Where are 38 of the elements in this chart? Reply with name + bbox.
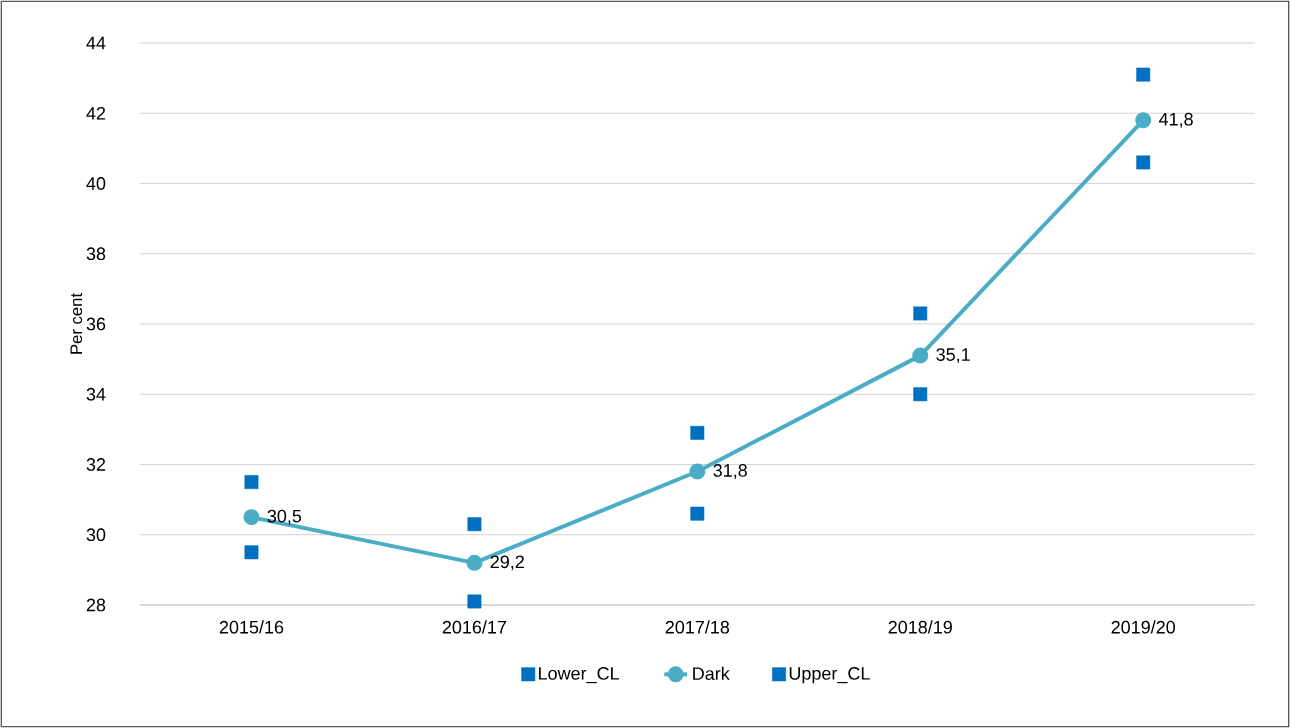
point (913, 387, 928, 402)
x-tick-label: 2019/20 (1111, 620, 1176, 634)
point (1136, 67, 1151, 82)
y-tick-label: 38 (86, 247, 106, 261)
legend-label: Dark (693, 666, 730, 680)
point (467, 594, 482, 609)
y-tick-label: 36 (86, 317, 106, 331)
point (912, 347, 929, 364)
legend-label: Upper_CL (789, 667, 870, 684)
data-label: 31,8 (713, 464, 747, 479)
point (1136, 155, 1151, 170)
legend-label: Lower_CL (539, 667, 619, 684)
y-tick-label: 28 (86, 598, 106, 612)
point (690, 506, 705, 521)
point (244, 475, 259, 489)
y-axis-title: Per cent (70, 293, 83, 354)
point (467, 517, 482, 532)
y-tick-label: 34 (86, 387, 106, 401)
point (243, 509, 260, 526)
x-tick-label: 2018/19 (888, 620, 952, 634)
data-label: 41,8 (1158, 112, 1193, 128)
point (690, 425, 705, 440)
y-tick-label: 32 (86, 458, 106, 471)
data-label: 29,2 (490, 555, 524, 571)
point (1135, 112, 1152, 129)
point (466, 554, 483, 571)
x-tick-label: 2015/16 (219, 620, 284, 634)
point (244, 545, 259, 560)
point (913, 306, 928, 321)
data-label: 35,1 (936, 348, 970, 364)
point (689, 463, 706, 480)
y-tick-label: 40 (86, 177, 106, 190)
x-tick-label: 2017/18 (665, 620, 730, 634)
y-tick-label: 42 (86, 106, 106, 120)
y-tick-label: 44 (86, 36, 106, 50)
x-tick-label: 2016/17 (442, 620, 507, 634)
y-tick-label: 30 (86, 528, 106, 542)
data-label: 30,5 (267, 509, 302, 525)
